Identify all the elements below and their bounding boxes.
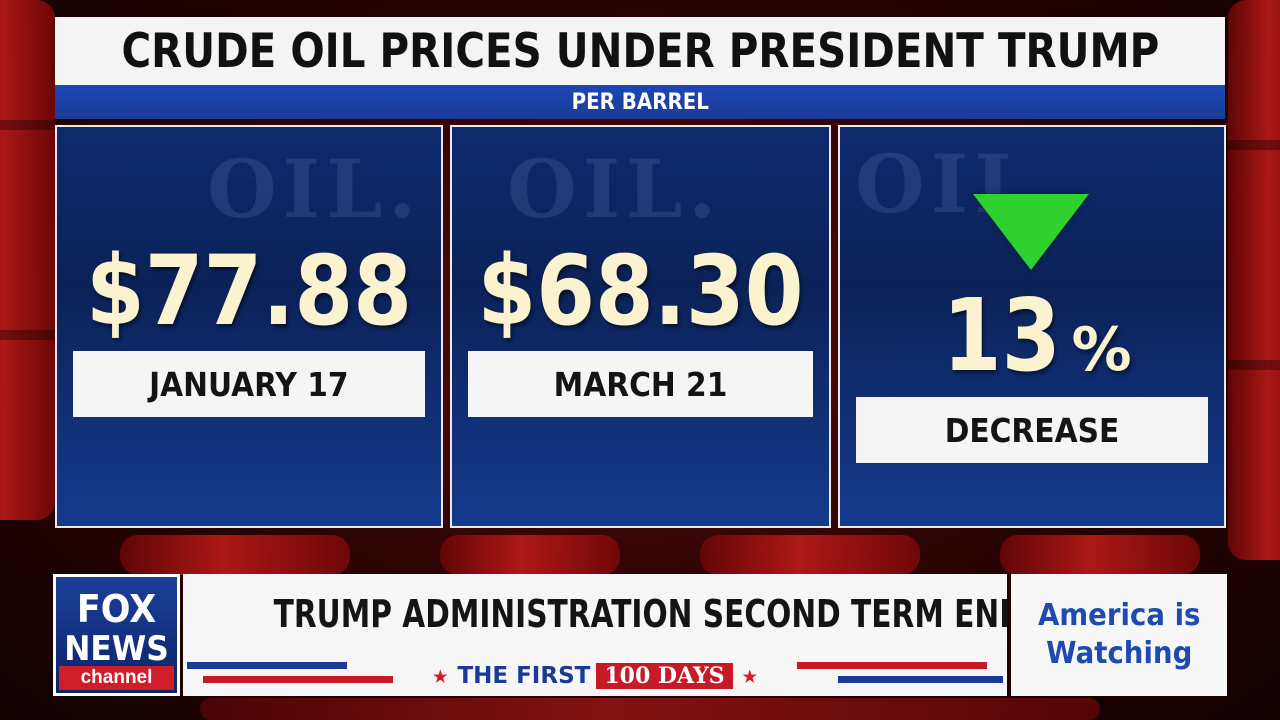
graphic-title: CRUDE OIL PRICES UNDER PRESIDENT TRUMP	[121, 24, 1159, 79]
oil-watermark: OIL.	[207, 142, 422, 236]
price-panel-march: OIL. $68.30 MARCH 21	[450, 125, 831, 528]
lower-third-headline: TRUMP ADMINISTRATION SECOND TERM ENERGY …	[183, 574, 1007, 696]
date-label-text: JANUARY 17	[149, 365, 349, 404]
change-label: DECREASE	[856, 397, 1208, 463]
price-value: $68.30	[475, 235, 807, 347]
headline-text: TRUMP ADMINISTRATION SECOND TERM ENERGY …	[274, 592, 917, 636]
logo-channel-text: channel	[59, 666, 174, 690]
logo-fox-text: FOX	[61, 587, 172, 631]
america-is-watching-logo: America is Watching	[1011, 574, 1227, 696]
star-icon: ★	[743, 669, 757, 686]
oil-watermark: OIL.	[507, 142, 722, 236]
graphic-title-bar: CRUDE OIL PRICES UNDER PRESIDENT TRUMP	[55, 17, 1225, 85]
price-value: $77.88	[80, 235, 418, 347]
oil-barrel-bg	[200, 698, 1100, 720]
graphic-subtitle: PER BARREL	[571, 90, 708, 115]
percent-value: 13	[943, 277, 1061, 394]
oil-barrel-bg	[440, 535, 620, 575]
price-panel-january: OIL. $77.88 JANUARY 17	[55, 125, 443, 528]
oil-barrel-bg	[1228, 0, 1280, 560]
graphic-subtitle-bar: PER BARREL	[55, 85, 1225, 119]
fox-news-logo: FOX NEWS channel	[53, 574, 180, 696]
oil-barrel-bg	[700, 535, 920, 575]
tagline-prefix: THE FIRST	[457, 663, 590, 689]
change-label-text: DECREASE	[945, 411, 1120, 450]
tagline-badge: 100 DAYS	[596, 663, 732, 689]
date-label: MARCH 21	[468, 351, 813, 417]
date-label-text: MARCH 21	[554, 365, 728, 404]
logo-news-text: NEWS	[61, 629, 172, 669]
oil-barrel-bg	[0, 0, 55, 520]
tagline: ★ THE FIRST 100 DAYS ★	[183, 662, 1007, 689]
star-icon: ★	[433, 669, 447, 686]
watching-text: America is Watching	[1038, 597, 1200, 673]
oil-barrel-bg	[1000, 535, 1200, 575]
percent-symbol: %	[1072, 315, 1132, 385]
percent-change: 13%	[840, 277, 1224, 394]
date-label: JANUARY 17	[73, 351, 425, 417]
down-triangle-icon	[973, 194, 1089, 270]
change-panel: OIL. 13% DECREASE	[838, 125, 1226, 528]
oil-barrel-bg	[120, 535, 350, 575]
